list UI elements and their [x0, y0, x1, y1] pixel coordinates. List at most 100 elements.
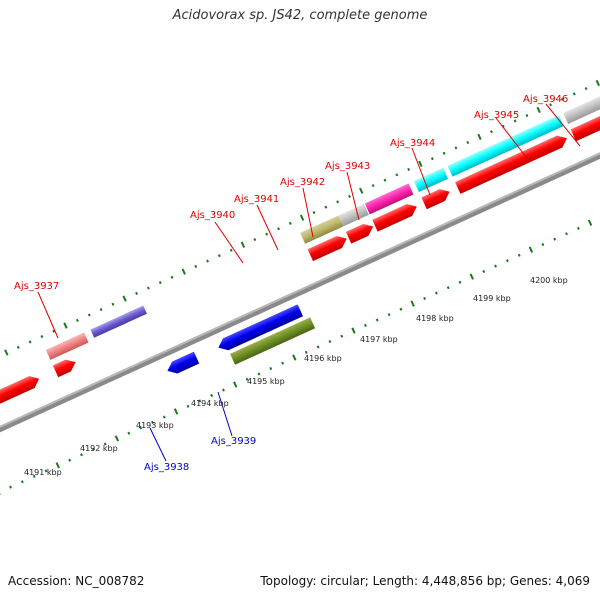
genome-backbone [0, 42, 600, 546]
gene-label-ajs-3943[interactable]: Ajs_3943 [325, 161, 370, 172]
scale-tick [240, 241, 246, 248]
scale-tick [410, 300, 415, 307]
forward-cds-arrow[interactable] [421, 186, 452, 210]
gene-label-ajs-3940[interactable]: Ajs_3940 [190, 210, 235, 221]
scale-tick [173, 408, 179, 415]
forward-cds-row [0, 96, 600, 414]
scale-label: 4192 kbp [80, 444, 118, 453]
gene-ajs-3939-block[interactable] [230, 317, 316, 365]
gene-label-ajs-3944[interactable]: Ajs_3944 [390, 138, 435, 149]
gene-label-ajs-3937[interactable]: Ajs_3937 [14, 281, 59, 292]
scale-tick [206, 259, 209, 263]
scale-tick [446, 286, 450, 290]
scale-tick [560, 97, 564, 101]
scale-tick [233, 381, 238, 388]
scale-tick [122, 295, 127, 302]
scale-tick [407, 167, 411, 171]
forward-cds-arrow[interactable] [345, 221, 376, 244]
scale-tick [399, 307, 403, 311]
gene-label-ajs-3941[interactable]: Ajs_3941 [234, 194, 279, 205]
scale-label: 4200 kbp [530, 276, 568, 285]
gene-ajs-3942-block[interactable] [364, 183, 414, 215]
gene-ajs-3940-block[interactable] [300, 215, 344, 244]
gene-ajs-3938-arrow[interactable] [165, 351, 200, 377]
gene-reverse-arrow[interactable] [216, 304, 303, 353]
gene-label-ajs-3946[interactable]: Ajs_3946 [523, 94, 568, 105]
gene-ajs-3944-block[interactable] [447, 115, 564, 177]
scale-tick [395, 173, 399, 177]
scale-tick [80, 453, 83, 457]
scale-tick [111, 302, 115, 306]
scale-tick [328, 340, 332, 344]
scale-tick [99, 308, 103, 312]
scale-tick [541, 242, 545, 247]
scale-tick [265, 232, 269, 236]
forward-cds-arrow[interactable] [0, 373, 42, 414]
scale-tick [423, 296, 427, 301]
scale-tick [458, 280, 462, 284]
reverse-leader-lines [149, 391, 233, 462]
scale-tick [198, 399, 202, 403]
scale-label: 4195 kbp [247, 377, 285, 386]
scale-tick [383, 178, 387, 182]
scale-tick [222, 388, 225, 392]
inner-scale-ticks [0, 219, 593, 496]
scale-tick [549, 103, 553, 107]
scale-tick [151, 420, 154, 424]
scale-tick [44, 469, 48, 473]
scale-tick [513, 119, 517, 123]
forward-cds-arrow[interactable] [307, 233, 350, 262]
scale-tick [194, 264, 198, 269]
scale-tick [517, 253, 521, 257]
gene-label-ajs-3939[interactable]: Ajs_3939 [211, 436, 256, 447]
scale-tick [490, 130, 493, 134]
accession-text: Accession: NC_008782 [8, 574, 145, 588]
scale-tick [430, 157, 434, 161]
scale-tick [87, 313, 91, 317]
scale-tick [146, 286, 150, 290]
gene-label-ajs-3938[interactable]: Ajs_3938 [144, 462, 189, 473]
scale-tick [505, 259, 509, 263]
topology-text: Topology: circular; Length: 4,448,856 bp… [260, 574, 590, 588]
scale-tick [0, 489, 1, 496]
scale-tick [28, 340, 32, 344]
forward-cds-arrow[interactable] [455, 132, 570, 194]
scale-tick [139, 426, 143, 430]
gene-ajs-3945-block[interactable] [563, 79, 600, 124]
scale-tick [363, 323, 367, 327]
scale-label: 4197 kbp [360, 335, 398, 344]
scale-tick [217, 254, 221, 258]
gene-ajs-3943-block[interactable] [413, 167, 449, 192]
scale-tick [20, 480, 24, 484]
gene-label-ajs-3942[interactable]: Ajs_3942 [280, 177, 325, 188]
scale-tick [9, 485, 12, 489]
scale-tick [312, 211, 316, 215]
scale-tick [359, 187, 364, 194]
gene-label-ajs-3945[interactable]: Ajs_3945 [474, 110, 519, 121]
scale-tick [587, 219, 593, 226]
scale-tick [553, 237, 557, 241]
forward-cds-arrow[interactable] [570, 96, 600, 142]
scale-tick [114, 435, 120, 442]
forward-cds-arrow[interactable] [372, 201, 419, 232]
gene-ajs-3937-block[interactable] [90, 305, 147, 338]
scale-label: 4193 kbp [136, 421, 174, 430]
scale-tick [127, 431, 131, 435]
scale-tick [565, 232, 568, 236]
gene-ajs-3941-block[interactable] [338, 203, 369, 227]
gene-pink-block[interactable] [45, 332, 89, 360]
scale-tick [572, 92, 576, 96]
forward-cds-arrow[interactable] [52, 356, 78, 378]
scale-tick [68, 458, 72, 462]
scale-tick [32, 474, 36, 478]
scale-label: 4191 kbp [24, 468, 62, 477]
scale-label: 4199 kbp [473, 294, 511, 303]
scale-tick [304, 350, 308, 354]
scale-tick [257, 372, 261, 376]
scale-tick [299, 214, 305, 221]
scale-tick [525, 113, 529, 118]
scale-tick [595, 79, 600, 87]
scale-label: 4194 kbp [191, 399, 229, 408]
scale-tick [528, 246, 534, 253]
